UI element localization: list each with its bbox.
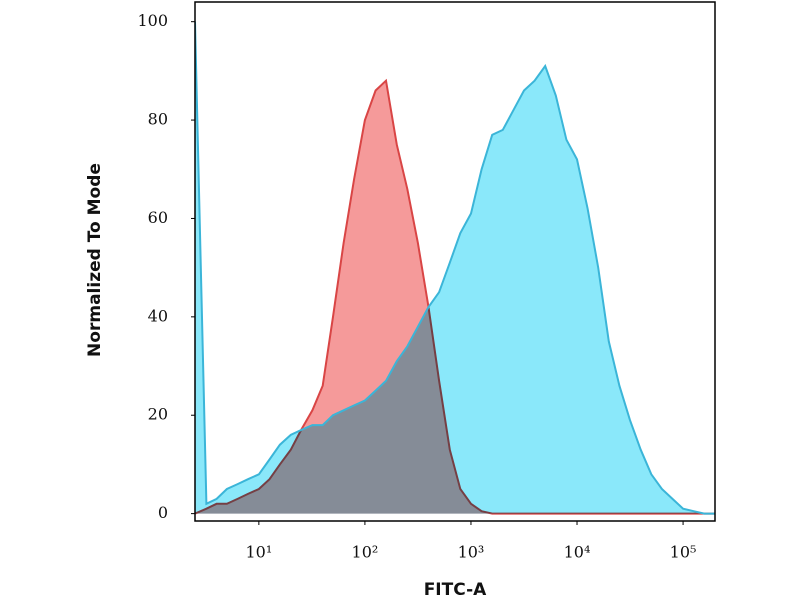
- x-tick-label: 10⁴: [564, 543, 591, 562]
- y-tick-label: 60: [148, 208, 168, 227]
- y-tick-label: 100: [137, 11, 168, 30]
- y-tick-label: 0: [158, 503, 168, 522]
- y-tick-label: 80: [148, 110, 168, 129]
- plot-frame: [194, 1, 716, 522]
- area-line: [195, 21, 715, 515]
- x-tick-label: 10⁵: [670, 543, 697, 562]
- y-axis-label: Normalized To Mode: [85, 163, 105, 357]
- y-tick-label: 40: [148, 306, 168, 325]
- y-tick-label: 20: [148, 405, 168, 424]
- x-tick-label: 10³: [458, 543, 485, 562]
- area-fill: [195, 21, 715, 514]
- x-tick-label: 10¹: [245, 543, 272, 562]
- x-axis-label: FITC-A: [424, 580, 487, 600]
- area-fill: [195, 80, 715, 514]
- x-tick-label: 10²: [352, 543, 379, 562]
